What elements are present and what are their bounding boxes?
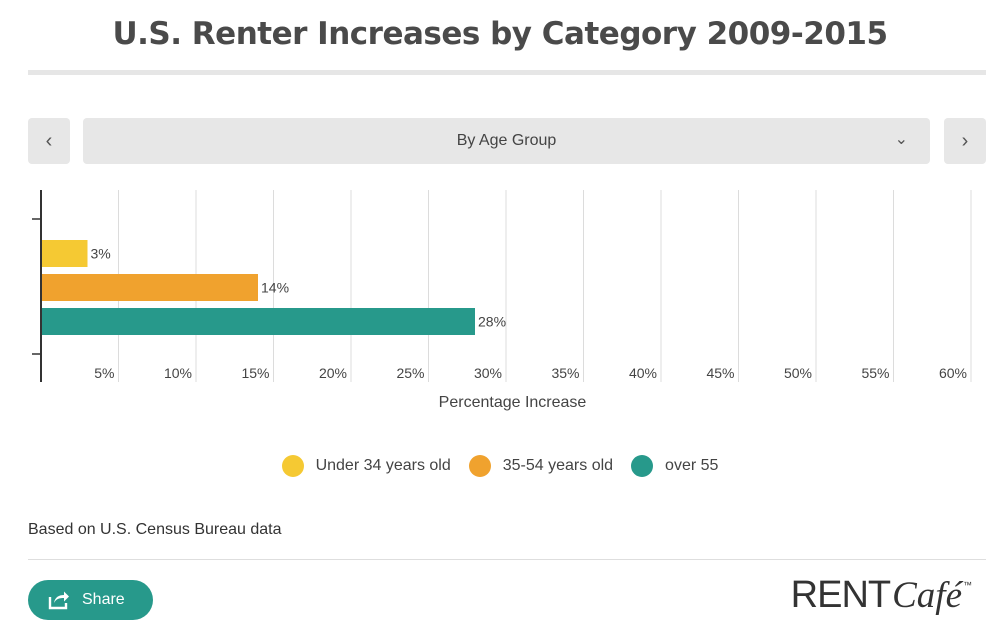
chart-legend: Under 34 years old 35-54 years old over … [0, 455, 1000, 477]
chevron-left-icon: ‹ [45, 129, 53, 152]
legend-label: Under 34 years old [315, 457, 451, 474]
x-tick-label: 30% [474, 365, 502, 381]
data-label: 14% [261, 280, 289, 296]
chevron-right-icon: › [961, 129, 969, 152]
logo-trademark: ™ [963, 580, 972, 590]
logo-rent-text: RENT [790, 574, 891, 616]
legend-item-under-34[interactable]: Under 34 years old [281, 455, 451, 477]
category-dropdown[interactable]: By Age Group ⌄ [83, 118, 930, 164]
rentcafe-logo: RENT Café ™ [791, 574, 972, 624]
title-divider [28, 70, 986, 75]
legend-label: over 55 [665, 457, 719, 474]
x-tick-label: 10% [164, 365, 192, 381]
logo-cafe-text: Café [892, 575, 962, 616]
next-category-button[interactable]: › [944, 118, 986, 164]
source-note: Based on U.S. Census Bureau data [28, 521, 282, 538]
bar-chart: 3% 14% 28% 5% 10% 15% 20% 25% 30% 35% 40% 45% 50% 55%… [32, 190, 972, 382]
chevron-down-icon: ⌄ [894, 131, 908, 148]
x-tick-label: 50% [784, 365, 812, 381]
bar [42, 274, 258, 301]
legend-swatch [468, 455, 491, 477]
bar [42, 308, 475, 335]
x-tick-label: 15% [241, 365, 269, 381]
x-tick-label: 55% [861, 365, 889, 381]
x-tick-label: 5% [94, 365, 114, 381]
data-label: 28% [478, 314, 506, 330]
legend-item-35-54[interactable]: 35-54 years old [468, 455, 614, 477]
share-button[interactable]: Share [28, 580, 153, 620]
legend-swatch [281, 455, 304, 477]
data-label: 3% [91, 246, 111, 262]
x-tick-label: 60% [939, 365, 967, 381]
x-tick-label: 20% [319, 365, 347, 381]
legend-swatch [631, 455, 654, 477]
share-label: Share [82, 591, 125, 608]
category-dropdown-label: By Age Group [456, 132, 557, 149]
bar [42, 240, 88, 267]
legend-label: 35-54 years old [502, 457, 614, 474]
footer-divider [28, 559, 986, 560]
x-tick-label: 40% [629, 365, 657, 381]
share-icon [48, 591, 69, 610]
x-tick-label: 25% [396, 365, 424, 381]
previous-category-button[interactable]: ‹ [28, 118, 70, 164]
x-axis-title: Percentage Increase [438, 394, 587, 411]
x-tick-label: 35% [551, 365, 579, 381]
legend-item-over-55[interactable]: over 55 [631, 455, 718, 477]
x-tick-label: 45% [706, 365, 734, 381]
chart-title: U.S. Renter Increases by Category 2009-2… [112, 16, 888, 52]
